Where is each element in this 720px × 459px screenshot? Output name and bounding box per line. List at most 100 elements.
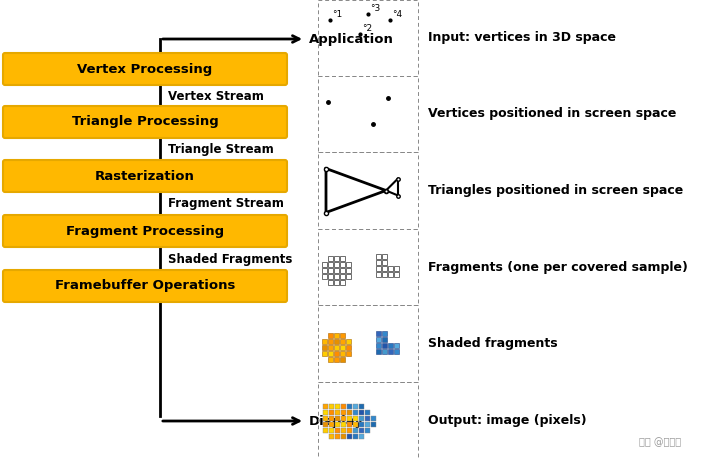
Bar	[335, 415, 340, 420]
Bar	[353, 421, 358, 426]
Bar	[382, 330, 387, 336]
Bar	[334, 280, 339, 285]
Bar	[334, 268, 339, 273]
Bar	[365, 415, 370, 420]
Text: °4: °4	[392, 10, 402, 19]
Bar	[365, 427, 370, 432]
Bar	[346, 274, 351, 279]
Text: Fragment Stream: Fragment Stream	[168, 197, 284, 211]
Bar	[376, 348, 381, 353]
Bar	[334, 262, 339, 267]
Bar	[328, 256, 333, 261]
Bar	[329, 427, 334, 432]
Bar	[334, 338, 339, 343]
Text: Fragment Processing: Fragment Processing	[66, 224, 224, 237]
Bar	[353, 427, 358, 432]
Bar	[328, 262, 333, 267]
Bar	[340, 262, 345, 267]
Bar	[329, 403, 334, 409]
Bar	[394, 348, 399, 353]
Bar	[365, 421, 370, 426]
Bar	[341, 415, 346, 420]
Bar	[323, 415, 328, 420]
Bar	[322, 262, 327, 267]
Bar	[382, 348, 387, 353]
Bar	[359, 427, 364, 432]
Text: Display: Display	[309, 414, 364, 427]
Text: °3: °3	[370, 4, 380, 13]
Bar	[328, 274, 333, 279]
Bar	[353, 403, 358, 409]
Bar	[334, 345, 339, 349]
Bar	[376, 342, 381, 347]
Bar	[341, 421, 346, 426]
Bar	[340, 268, 345, 273]
Bar	[376, 272, 381, 277]
Bar	[328, 357, 333, 362]
Bar	[353, 409, 358, 414]
Bar	[347, 427, 352, 432]
Bar	[329, 421, 334, 426]
Bar	[376, 266, 381, 271]
Bar	[365, 409, 370, 414]
Bar	[340, 256, 345, 261]
Bar	[322, 345, 327, 349]
Bar	[340, 351, 345, 356]
Bar	[334, 256, 339, 261]
FancyBboxPatch shape	[3, 160, 287, 192]
Text: °2: °2	[362, 24, 372, 33]
Bar	[382, 266, 387, 271]
Text: °1: °1	[332, 10, 342, 19]
Text: Application: Application	[309, 33, 394, 45]
Bar	[371, 415, 376, 420]
Bar	[323, 421, 328, 426]
Bar	[382, 342, 387, 347]
Bar	[371, 421, 376, 426]
Bar	[328, 268, 333, 273]
Bar	[335, 427, 340, 432]
Bar	[376, 330, 381, 336]
Bar	[382, 336, 387, 341]
Bar	[328, 338, 333, 343]
Bar	[334, 332, 339, 337]
Text: Output: image (pixels): Output: image (pixels)	[428, 414, 587, 427]
Bar	[359, 433, 364, 438]
Bar	[376, 260, 381, 265]
Bar	[382, 260, 387, 265]
Bar	[394, 272, 399, 277]
Bar	[322, 351, 327, 356]
Bar	[335, 433, 340, 438]
Bar	[329, 433, 334, 438]
Bar	[322, 268, 327, 273]
FancyBboxPatch shape	[3, 106, 287, 138]
Bar	[318, 382, 418, 459]
Bar	[334, 357, 339, 362]
Text: Shaded fragments: Shaded fragments	[428, 337, 557, 350]
Bar	[359, 409, 364, 414]
Text: Input: vertices in 3D space: Input: vertices in 3D space	[428, 32, 616, 45]
Bar	[323, 409, 328, 414]
Bar	[382, 272, 387, 277]
Bar	[335, 409, 340, 414]
Bar	[329, 409, 334, 414]
Bar	[340, 274, 345, 279]
Bar	[318, 229, 418, 305]
Bar	[322, 274, 327, 279]
Bar	[328, 280, 333, 285]
FancyBboxPatch shape	[3, 270, 287, 302]
Bar	[318, 0, 418, 76]
Bar	[328, 345, 333, 349]
FancyBboxPatch shape	[3, 215, 287, 247]
Bar	[341, 433, 346, 438]
Text: Vertices positioned in screen space: Vertices positioned in screen space	[428, 107, 676, 121]
Bar	[340, 332, 345, 337]
Bar	[329, 415, 334, 420]
Text: Rasterization: Rasterization	[95, 169, 195, 183]
Text: Shaded Fragments: Shaded Fragments	[168, 252, 292, 265]
Bar	[346, 268, 351, 273]
Bar	[353, 433, 358, 438]
Text: Framebuffer Operations: Framebuffer Operations	[55, 280, 235, 292]
Bar	[340, 280, 345, 285]
Text: Vertex Processing: Vertex Processing	[77, 62, 212, 75]
Bar	[323, 427, 328, 432]
